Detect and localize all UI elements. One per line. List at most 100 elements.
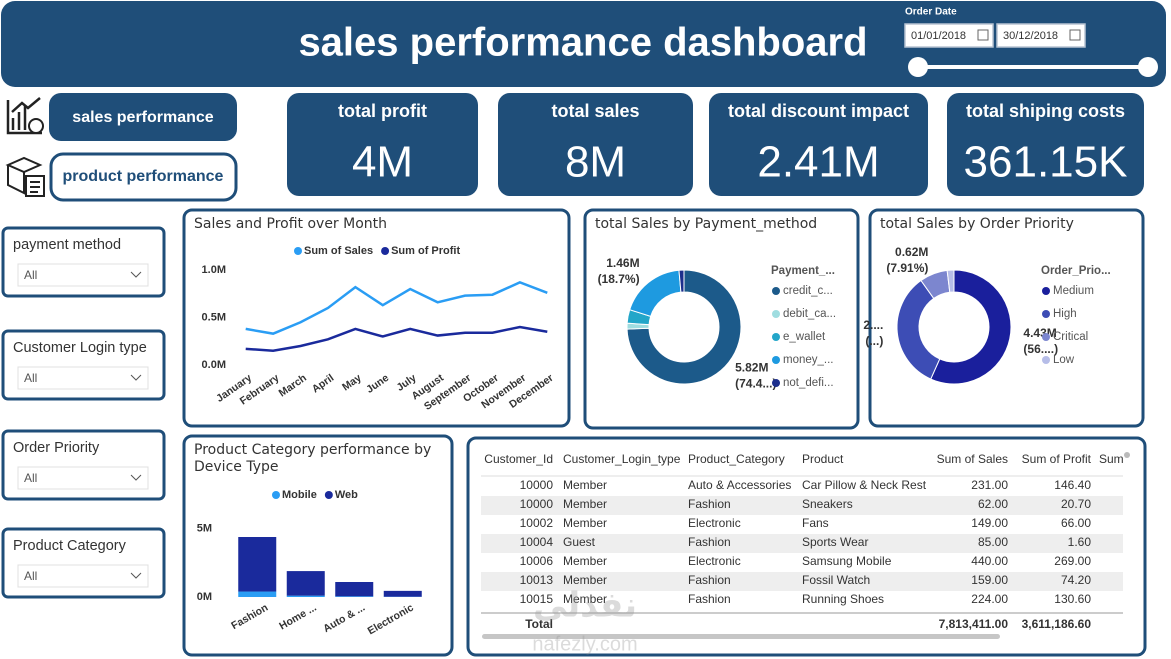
slicer-value: All: [24, 569, 37, 583]
table-cell: Fashion: [688, 592, 731, 606]
dropdown-chevron: [130, 271, 142, 278]
chart-card: [182, 208, 571, 428]
table-cell: Electronic: [688, 516, 741, 530]
data-label-percent: (7.91%): [886, 261, 928, 275]
table-cell: 159.00: [971, 573, 1008, 587]
date-input[interactable]: [996, 23, 1086, 48]
table-cell: Fossil Watch: [802, 573, 870, 587]
donut-slice: [930, 269, 1012, 385]
table-cell: Member: [563, 573, 607, 587]
table-cell: 20.70: [1061, 497, 1091, 511]
slicer-dropdown[interactable]: [17, 366, 149, 390]
chart-title: Sales and Profit over Month: [194, 216, 388, 232]
legend-label: e_wallet: [783, 331, 826, 343]
slicer-value: All: [24, 268, 37, 282]
table-cell: 130.60: [1054, 592, 1091, 606]
table-cell: Sports Wear: [802, 535, 868, 549]
table-cell: Auto & Accessories: [688, 478, 791, 492]
date-slider-handle[interactable]: [908, 57, 928, 77]
bar-segment: [286, 571, 325, 596]
table-cell: Sneakers: [802, 497, 853, 511]
chart-title-box: total Sales by Order Priority: [880, 216, 1074, 232]
nav-button[interactable]: [49, 152, 238, 202]
legend-label: Critical: [1053, 331, 1088, 343]
table-cell: Car Pillow & Neck Rest: [802, 478, 927, 492]
legend-marker: [324, 491, 333, 499]
table-cell: Electronic: [688, 554, 741, 568]
table-cell: Member: [563, 478, 607, 492]
table-hscroll[interactable]: [482, 634, 1000, 639]
kpi-value: 8M: [565, 138, 626, 187]
table-cell: 74.20: [1061, 573, 1091, 587]
table-cell: 269.00: [1054, 554, 1091, 568]
product-icon: [5, 156, 45, 197]
bar-segment: [335, 582, 374, 597]
table-cell: 146.40: [1054, 478, 1091, 492]
chart-title-box: Product Category performance by Device T…: [194, 442, 431, 475]
kpi-value: 361.15K: [964, 138, 1128, 187]
slicer-dropdown[interactable]: [17, 564, 149, 588]
sales-icon: [6, 97, 42, 135]
slicer-value: All: [24, 371, 37, 385]
legend-label: money_...: [783, 354, 834, 366]
slicer-label: payment method: [13, 237, 121, 253]
legend-marker: [772, 379, 780, 387]
legend-label: Sum of Profit: [391, 245, 460, 257]
legend-marker: [772, 333, 780, 341]
nav-button[interactable]: [49, 93, 237, 141]
legend-label: Sum of Sales: [304, 245, 373, 257]
bar-segment: [335, 596, 374, 597]
sales-icon-coin: [28, 118, 44, 134]
chart-title-box: total Sales by Payment_method: [595, 216, 817, 232]
donut-slice: [946, 269, 955, 293]
bar-segment: [238, 591, 277, 597]
slicer-label: Order Priority: [13, 440, 100, 456]
date-input[interactable]: [904, 23, 994, 48]
table-header: Sum of Sales: [937, 452, 1008, 466]
table-header: Customer_Login_type: [563, 452, 681, 466]
table-cell: 10000: [520, 497, 554, 511]
bar-segment: [383, 590, 422, 597]
donut-slice: [626, 269, 742, 385]
date-slider-handle[interactable]: [1138, 57, 1158, 77]
table-header: Sum: [1099, 452, 1124, 466]
donut-slice: [678, 269, 685, 293]
table-cell: Guest: [563, 535, 596, 549]
donut-slice: [896, 279, 941, 380]
data-label: 1.46M: [606, 256, 639, 270]
kpi-value: 2.41M: [757, 138, 879, 187]
kpi-card: [498, 93, 693, 196]
slicer-dropdown[interactable]: [17, 466, 149, 490]
table-cell: 10002: [520, 516, 554, 530]
table: Customer_Id Customer_Login_type Product_Ca…: [481, 452, 1124, 635]
legend-title: Order_Prio...: [1041, 265, 1111, 277]
slicer-label: Customer Login type: [13, 340, 147, 356]
y-tick-label: 5M: [197, 523, 212, 535]
table-cell: 10013: [520, 573, 554, 587]
slicer-value: All: [24, 471, 37, 485]
kpi-card: [709, 93, 928, 196]
kpi-card: [947, 93, 1144, 196]
table-cell: 10015: [520, 592, 554, 606]
table-total-value: 7,813,411.00: [939, 617, 1009, 631]
table-cell: 10000: [520, 478, 554, 492]
data-label-percent: (56....): [1023, 342, 1058, 356]
table-cell: 66.00: [1061, 516, 1091, 530]
table-cell: Member: [563, 497, 607, 511]
date-filter-label: Order Date: [905, 7, 957, 18]
kpi-value: 4M: [352, 138, 413, 187]
chart-title-box: Sales and Profit over Month: [194, 216, 388, 232]
legend-marker: [1042, 287, 1050, 295]
table-vscroll[interactable]: [1124, 452, 1130, 458]
slicer-dropdown[interactable]: [17, 263, 149, 287]
data-label-percent: (74.4...): [735, 376, 776, 390]
dashboard-title: sales performance dashboard: [298, 21, 867, 65]
legend-marker: [294, 247, 302, 255]
table-cell: 10004: [520, 535, 554, 549]
table-total-label: Total: [525, 617, 553, 631]
line-series: [245, 325, 548, 353]
table-header: Customer_Id: [484, 452, 553, 466]
watermark-url: nafezly.com: [532, 633, 637, 655]
bar-segment: [238, 537, 277, 592]
